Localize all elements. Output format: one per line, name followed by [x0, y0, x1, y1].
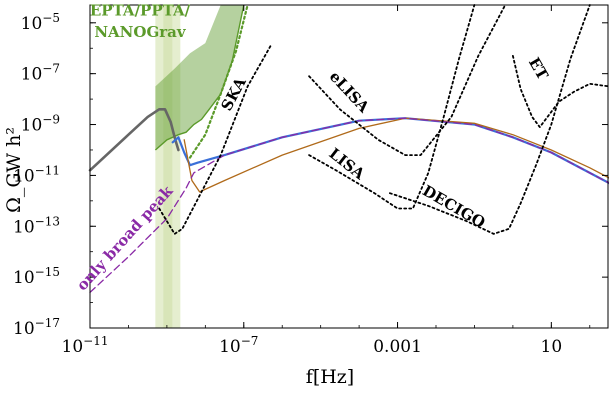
x-axis-label: f[Hz]: [306, 366, 354, 388]
orange-curve-2: [183, 117, 609, 193]
y-tick-label-2: 10−9: [21, 113, 60, 136]
et-curve: [512, 55, 609, 128]
y-tick-label-4: 10−13: [13, 214, 60, 237]
gray-curve-0: [88, 108, 180, 172]
annotation-lisa: LISA: [325, 144, 368, 183]
purple-curve-3: [89, 117, 609, 294]
y-tick-label-5: 10−15: [13, 265, 60, 288]
ska-curve: [158, 44, 272, 235]
annotation-epta-ppta-: EPTA/PPTA/: [90, 2, 191, 20]
annotation-elisa: eLISA: [326, 68, 373, 117]
pta-constraint-region: [154, 4, 245, 151]
x-tick-label-1: 10−7: [219, 334, 258, 357]
pta-band-core-0: [163, 5, 173, 328]
y-tick-label-6: 10−17: [13, 316, 60, 339]
plot-frame: [89, 4, 609, 329]
annotation-et: ET: [525, 54, 552, 83]
y-tick-label-0: 10−5: [21, 11, 60, 34]
x-tick-label-3: 10: [541, 337, 563, 357]
lisa-curve: [308, 4, 476, 210]
series-lines: [88, 3, 609, 294]
annotation-nanograv: NANOGrav: [94, 23, 187, 41]
y-axis-label: Ω_GW h²: [3, 127, 25, 213]
axis-ticks: 10−11 10−7 0.001 1010−510−710−910−1110−1310…: [13, 5, 608, 357]
blue-curve-1: [171, 117, 609, 185]
pta-region: [155, 5, 244, 150]
x-tick-label-2: 0.001: [373, 337, 422, 357]
green-curve-4: [188, 3, 249, 159]
y-tick-label-1: 10−7: [21, 62, 60, 85]
x-tick-label-0: 10−11: [62, 334, 109, 357]
decigo-curve: [388, 4, 591, 235]
pta-region-edge: [154, 4, 245, 151]
elisa-curve: [308, 4, 507, 157]
pta-frequency-bands: [155, 5, 181, 328]
